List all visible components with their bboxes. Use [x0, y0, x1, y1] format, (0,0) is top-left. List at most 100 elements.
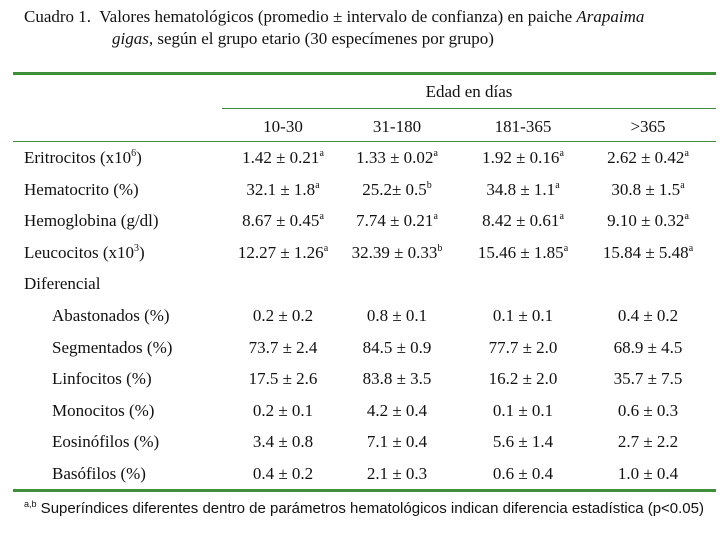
row-label-exponent: 6 [131, 148, 137, 159]
row-label-text: Linfocitos (%) [52, 369, 152, 389]
row-label-text: Eosinófilos (%) [52, 432, 160, 452]
table-cell: 2.62 ± 0.42a [588, 148, 708, 168]
table-cell: 2.7 ± 2.2 [588, 432, 708, 452]
row-label: Leucocitos (x103) [24, 243, 145, 263]
cell-value: 0.4 ± 0.2 [617, 306, 679, 325]
row-label: Eosinófilos (%) [52, 432, 159, 452]
cell-value: 2.7 ± 2.2 [617, 432, 679, 452]
table-cell: 30.8 ± 1.5a [588, 180, 708, 200]
row-label: Diferencial [24, 274, 100, 294]
footnote-superscript: a,b [24, 499, 37, 509]
cell-value: 0.6 ± 0.4 [492, 464, 554, 483]
row-label-suffix: ) [136, 148, 142, 167]
cell-value: 30.8 ± 1.5 [611, 179, 681, 199]
table-cell: 1.0 ± 0.4 [588, 464, 708, 484]
table-cell: 15.46 ± 1.85a [463, 243, 583, 263]
table-row: Segmentados (%) 73.7 ± 2.4 84.5 ± 0.9 77.7 … [0, 333, 728, 364]
row-label-text: Segmentados (%) [52, 337, 173, 357]
table-row: Hemoglobina (g/dl) 8.67 ± 0.45 a 7.74 ± 0.2… [0, 206, 728, 237]
cell-value: 0.1 ± 0.1 [492, 400, 554, 420]
table-cell: 83.8 ± 3.5 [337, 369, 457, 389]
bottom-rule [13, 489, 716, 492]
table-cell: 12.27 ± 1.26a [223, 243, 343, 263]
cell-significance-superscript: a [323, 242, 329, 254]
table-cell: 34.8 ± 1.1a [463, 180, 583, 200]
row-label: Basófilos (%) [52, 464, 146, 484]
cell-value: 12.27 ± 1.26 [237, 242, 324, 262]
table-cell: 7.1 ± 0.4 [337, 432, 457, 452]
table-row: Basófilos (%) 0.4 ± 0.2 2.1 ± 0.3 0.6 ± 0.4… [0, 459, 728, 490]
cell-value: 15.46 ± 1.85 [477, 242, 564, 262]
row-label: Eritrocitos (x106) [24, 148, 142, 168]
row-label-text: Hemoglobina (g/dl) [24, 211, 159, 231]
table-row: Linfocitos (%) 17.5 ± 2.6 83.8 ± 3.5 16.2 ±… [0, 364, 728, 395]
row-label-text: Diferencial [24, 274, 101, 294]
row-label: Hemoglobina (g/dl) [24, 211, 159, 231]
table-cell: 25.2± 0.5b [337, 180, 457, 200]
table-cell: 15.84 ± 5.48a [588, 243, 708, 263]
row-label: Abastonados (%) [52, 306, 170, 326]
footnote-text: Superíndices diferentes dentro de paráme… [36, 500, 704, 517]
table-row: Eritrocitos (x106) 1.42 ± 0.21a 1.33 ± 0.0… [0, 143, 728, 174]
cell-value: 0.2 ± 0.1 [252, 400, 314, 420]
cell-value: 3.4 ± 0.8 [252, 432, 314, 452]
top-rule [13, 72, 716, 75]
column-header: 181-365 [494, 117, 552, 136]
table-cell: 0.1 ± 0.1 [463, 306, 583, 326]
table-cell: 0.4 ± 0.2 [223, 464, 343, 484]
table-cell: 0.1 ± 0.1 [463, 401, 583, 421]
table-cell: 2.1 ± 0.3 [337, 464, 457, 484]
cell-value: 2.1 ± 0.3 [366, 464, 428, 483]
cell-significance-superscript: a [555, 179, 560, 191]
table-cell: 68.9 ± 4.5 [588, 338, 708, 358]
cell-significance-superscript: a [315, 179, 320, 191]
caption-prefix: Cuadro 1. [24, 7, 92, 26]
row-label: Monocitos (%) [52, 401, 154, 421]
table-row: Diferencial [0, 269, 728, 300]
group-header: Edad en días [425, 82, 513, 101]
cell-significance-superscript: b [437, 242, 443, 254]
table-cell: 73.7 ± 2.4 [223, 338, 343, 358]
row-label-text: Abastonados (%) [52, 306, 170, 325]
cell-value: 7.74 ± 0.21 [356, 211, 434, 231]
table-cell: 16.2 ± 2.0 [463, 369, 583, 389]
cell-value: 8.67 ± 0.45 [242, 211, 320, 231]
table-cell: 0.4 ± 0.2 [588, 306, 708, 326]
table-cell: 8.42 ± 0.61a [463, 211, 583, 231]
row-label-text: Monocitos (%) [52, 400, 155, 420]
table-cell: 77.7 ± 2.0 [463, 338, 583, 358]
cell-value: 1.0 ± 0.4 [617, 464, 679, 483]
cell-value: 15.84 ± 5.48 [602, 242, 689, 262]
cell-significance-superscript: a [680, 179, 685, 191]
row-label-text: Eritrocitos (x10 [24, 148, 132, 167]
table-cell: 0.8 ± 0.1 [337, 306, 457, 326]
caption-text-rest: , según el grupo etario (30 especímenes … [148, 29, 494, 48]
table-row: Monocitos (%) 0.2 ± 0.1 4.2 ± 0.4 0.1 ± 0.1… [0, 396, 728, 427]
header-bottom-rule [13, 141, 716, 142]
table-cell: 1.42 ± 0.21a [223, 148, 343, 168]
cell-value: 0.1 ± 0.1 [492, 306, 554, 325]
cell-value: 68.9 ± 4.5 [613, 337, 683, 357]
row-label: Hematocrito (%) [24, 180, 139, 200]
table-cell: 7.74 ± 0.21a [337, 211, 457, 231]
table-cell: 5.6 ± 1.4 [463, 432, 583, 452]
caption-text: Valores hematológicos (promedio ± interv… [99, 7, 577, 26]
footnote: a,b Superíndices diferentes dentro de pa… [24, 499, 704, 518]
group-header-rule [222, 108, 716, 109]
cell-value: 1.42 ± 0.21 [242, 148, 320, 167]
cell-value: 25.2± 0.5 [362, 179, 427, 199]
caption-species-epithet: gigas [112, 29, 149, 48]
row-label-text: Hematocrito (%) [24, 179, 139, 199]
cell-value: 5.6 ± 1.4 [492, 432, 554, 452]
cell-value: 32.1 ± 1.8 [246, 179, 316, 199]
cell-significance-superscript: a [559, 148, 564, 159]
cell-value: 0.8 ± 0.1 [366, 306, 428, 325]
table-row: Hematocrito (%) 32.1 ± 1.8a 25.2± 0.5b 34.8… [0, 175, 728, 206]
cell-value: 77.7 ± 2.0 [488, 337, 558, 357]
cell-significance-superscript: a [433, 211, 438, 223]
cell-value: 17.5 ± 2.6 [248, 369, 318, 389]
table-cell: 17.5 ± 2.6 [223, 369, 343, 389]
cell-value: 7.1 ± 0.4 [366, 432, 428, 452]
row-label: Linfocitos (%) [52, 369, 152, 389]
table-row: Abastonados (%) 0.2 ± 0.2 0.8 ± 0.1 0.1 ± 0… [0, 301, 728, 332]
